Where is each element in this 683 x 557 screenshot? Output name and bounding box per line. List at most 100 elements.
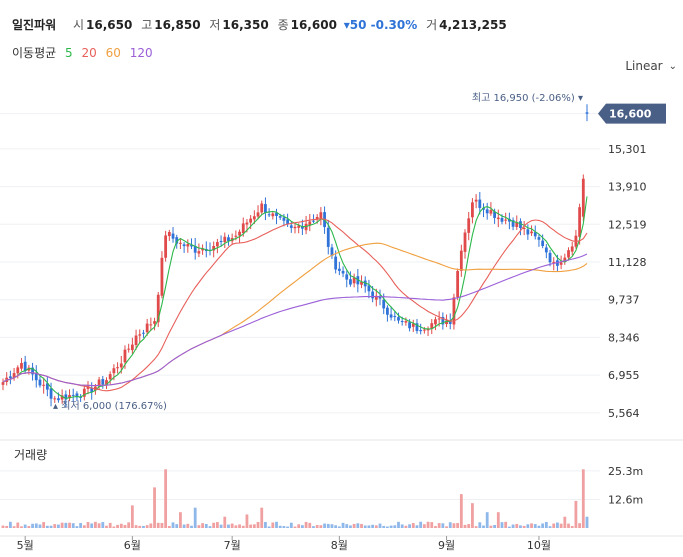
candle-body: [16, 367, 20, 374]
candle-body: [197, 251, 201, 254]
ma120-legend[interactable]: 120: [129, 46, 153, 60]
volume-bar: [445, 526, 448, 528]
candle-body: [119, 363, 123, 368]
candle-body: [463, 232, 467, 252]
volume-bar: [201, 523, 204, 528]
volume-bar: [349, 525, 352, 528]
volume-bar: [493, 524, 496, 528]
candle-body: [415, 323, 419, 331]
time-tick-label: 8월: [331, 539, 348, 552]
candle-body: [212, 245, 216, 251]
volume-bar: [434, 526, 437, 528]
candle-body: [60, 395, 64, 400]
max-price-annotation: 최고 16,950 (-2.06%) ▾: [472, 92, 583, 104]
volume-bar: [68, 522, 71, 528]
current-price-badge: [598, 103, 666, 124]
volume-bar: [212, 522, 216, 528]
candle-body: [581, 178, 585, 217]
chevron-down-icon: ⌄: [668, 60, 677, 72]
candle-body: [570, 246, 574, 252]
candle-body: [441, 316, 445, 325]
volume-bar: [105, 525, 108, 528]
candle-body: [541, 240, 545, 247]
ma20-legend[interactable]: 20: [81, 46, 97, 60]
candle-body: [474, 199, 478, 202]
volume-bar: [585, 516, 589, 528]
volume-bar: [64, 522, 68, 528]
volume-bar: [38, 524, 42, 528]
volume-bar: [256, 521, 260, 528]
candle-body: [411, 323, 415, 327]
volume-bar: [186, 523, 190, 528]
volume-bar: [101, 522, 105, 528]
scale-selector[interactable]: Linear ⌄: [625, 59, 677, 73]
candle-body: [378, 296, 382, 299]
candle-body: [382, 299, 386, 309]
candle-body: [430, 323, 434, 329]
candle-body: [164, 235, 168, 258]
ma5-legend[interactable]: 5: [65, 46, 73, 60]
volume-bar: [500, 522, 504, 528]
volume-bar: [123, 524, 127, 528]
moving-average-legend: 이동평균 5 20 60 120: [12, 44, 158, 61]
candle-body: [404, 321, 408, 323]
candle-body: [156, 294, 160, 323]
volume-bar: [422, 524, 426, 528]
volume-bar: [315, 525, 319, 528]
candle-body: [130, 344, 134, 351]
candle-body: [167, 232, 171, 237]
volume-label: 거: [426, 18, 438, 32]
ma60-legend[interactable]: 60: [105, 46, 121, 60]
volume-bar: [57, 524, 60, 528]
volume-bar: [556, 522, 559, 528]
candle-body: [31, 367, 34, 375]
candle-body: [426, 329, 430, 331]
volume-bar: [378, 523, 382, 528]
candle-body: [393, 316, 397, 318]
time-tick-label: 10월: [527, 539, 551, 552]
volume-bar: [60, 522, 64, 528]
candle-body: [315, 217, 319, 220]
candle-body: [38, 379, 42, 386]
ma20-line: [2, 218, 588, 392]
candle-body: [504, 219, 508, 221]
volume-bar: [441, 523, 445, 528]
volume-bar: [341, 522, 345, 528]
candle-body: [271, 213, 275, 217]
volume-bar: [142, 525, 145, 528]
candle-body: [64, 394, 68, 400]
candle-body: [94, 386, 97, 391]
candle-body: [345, 274, 349, 280]
candle-body: [300, 226, 304, 229]
volume-bar: [249, 524, 253, 528]
volume-bar: [160, 522, 164, 528]
candle-body: [471, 202, 474, 218]
volume-bar: [489, 525, 493, 528]
volume-bar: [34, 523, 38, 528]
candle-body: [434, 319, 437, 325]
volume-bar: [415, 525, 419, 528]
candle-body: [34, 373, 38, 381]
volume-bar: [312, 526, 315, 528]
volume-bar: [130, 505, 134, 528]
candle-body: [215, 242, 219, 247]
volume-bar: [474, 526, 478, 528]
volume-bar: [581, 469, 585, 528]
volume-bar: [570, 525, 574, 528]
volume-bar: [197, 525, 201, 528]
volume-bar: [496, 512, 500, 528]
volume-bar: [471, 503, 474, 528]
candle-body: [160, 257, 164, 296]
volume-bar: [252, 524, 256, 528]
volume-bar: [559, 523, 563, 528]
candle-body: [337, 268, 341, 271]
volume-bar: [330, 524, 334, 528]
volume-bar: [567, 523, 570, 528]
candle-body: [467, 218, 471, 233]
candle-body: [400, 321, 404, 323]
price-tick-label: 6,955: [608, 369, 640, 382]
candle-body: [1, 382, 5, 385]
price-tick-label: 9,737: [608, 294, 640, 307]
volume-bar: [345, 524, 349, 528]
